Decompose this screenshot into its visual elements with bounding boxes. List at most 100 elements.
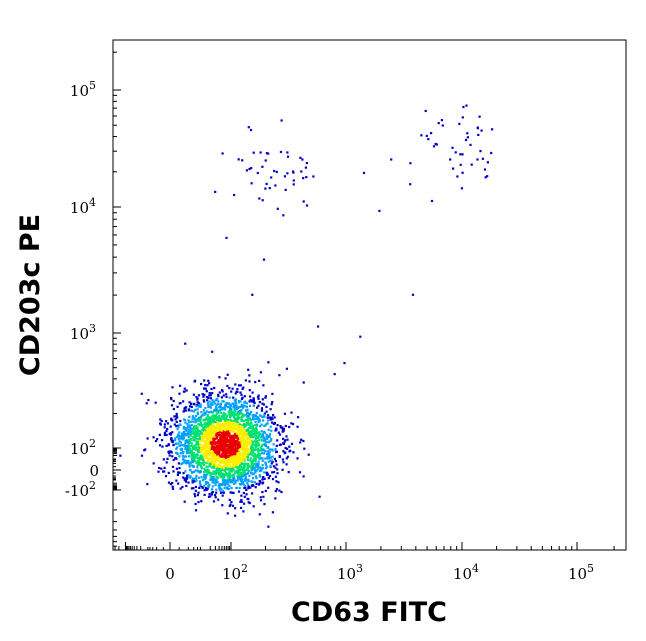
data-point xyxy=(213,460,217,464)
data-point xyxy=(186,476,189,479)
data-point xyxy=(257,450,260,453)
data-point xyxy=(226,480,229,483)
data-point xyxy=(174,437,177,440)
data-point xyxy=(190,402,193,405)
data-point xyxy=(211,423,215,426)
data-point xyxy=(255,448,258,451)
data-point xyxy=(230,469,233,472)
data-point xyxy=(203,489,206,492)
data-point xyxy=(226,487,229,490)
data-point xyxy=(461,153,464,156)
data-point xyxy=(236,477,240,480)
data-point xyxy=(187,424,190,427)
data-point xyxy=(267,454,270,457)
data-point xyxy=(184,440,187,443)
data-point xyxy=(261,457,264,460)
data-point xyxy=(449,158,452,161)
data-point xyxy=(235,486,238,489)
data-point xyxy=(227,423,230,426)
data-point xyxy=(233,427,237,430)
data-point xyxy=(191,428,195,431)
data-point xyxy=(184,455,188,458)
data-point xyxy=(409,162,412,165)
data-point xyxy=(196,469,199,472)
data-point xyxy=(267,361,270,364)
data-point xyxy=(228,484,231,487)
data-point xyxy=(219,472,222,475)
data-point xyxy=(176,446,179,449)
data-point xyxy=(189,441,192,444)
data-point xyxy=(265,465,269,468)
data-point xyxy=(170,404,174,407)
data-point xyxy=(210,424,213,427)
data-point xyxy=(239,384,242,387)
data-point xyxy=(224,432,227,435)
data-point xyxy=(223,424,226,428)
data-point xyxy=(215,491,218,494)
data-point xyxy=(186,461,189,465)
data-point xyxy=(207,403,210,406)
data-point xyxy=(214,441,217,444)
data-point xyxy=(215,476,218,479)
data-point xyxy=(241,396,244,399)
data-point xyxy=(238,441,241,444)
data-point xyxy=(270,416,273,419)
data-point xyxy=(212,400,215,403)
data-point xyxy=(222,477,225,480)
data-point xyxy=(462,105,465,109)
data-point xyxy=(263,471,266,474)
data-point xyxy=(222,415,225,418)
data-point xyxy=(230,410,233,413)
data-point xyxy=(190,456,193,459)
data-point xyxy=(491,128,494,131)
data-point xyxy=(247,478,250,481)
data-point xyxy=(185,484,188,488)
y-axis-title: CD203c PE xyxy=(15,214,46,376)
data-point xyxy=(202,409,205,412)
data-point xyxy=(176,452,179,455)
data-point xyxy=(210,450,213,453)
data-point xyxy=(265,405,268,408)
data-point xyxy=(275,450,278,453)
data-point xyxy=(195,440,198,443)
data-point xyxy=(303,447,306,450)
data-point xyxy=(241,478,244,481)
data-point xyxy=(232,420,235,423)
data-point xyxy=(270,459,273,462)
data-point xyxy=(227,487,231,490)
data-point xyxy=(226,467,230,470)
data-point xyxy=(270,403,273,406)
data-point xyxy=(238,474,242,477)
data-point xyxy=(210,466,213,469)
data-point xyxy=(217,402,220,405)
data-point xyxy=(193,425,196,429)
data-point xyxy=(166,422,169,425)
data-point xyxy=(194,425,198,428)
data-point xyxy=(318,495,321,498)
data-point xyxy=(231,451,235,454)
data-point xyxy=(213,386,216,390)
data-point xyxy=(278,489,281,492)
data-point xyxy=(258,475,261,478)
data-point xyxy=(182,444,185,447)
data-point xyxy=(197,423,200,426)
data-point xyxy=(232,422,235,425)
data-point xyxy=(171,386,174,389)
data-point xyxy=(256,171,259,175)
data-point xyxy=(195,432,198,435)
data-point xyxy=(222,491,225,494)
data-point xyxy=(242,473,245,476)
data-point xyxy=(220,491,223,494)
data-point xyxy=(216,453,219,456)
data-point xyxy=(227,458,230,461)
data-point xyxy=(208,394,211,397)
data-point xyxy=(189,426,192,429)
data-point xyxy=(207,469,210,473)
data-point xyxy=(207,454,210,457)
data-point xyxy=(217,498,220,501)
data-point xyxy=(188,465,191,468)
data-point xyxy=(188,450,191,453)
data-point xyxy=(237,435,240,438)
data-point xyxy=(212,466,215,469)
data-point xyxy=(244,405,247,408)
